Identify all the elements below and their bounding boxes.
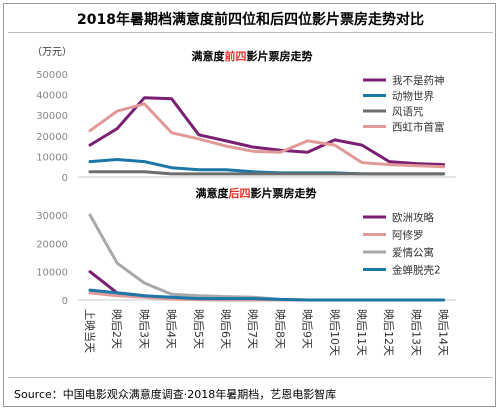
- x-tick-label: 映后7天: [246, 309, 259, 349]
- x-tick-label: 映后5天: [192, 309, 205, 349]
- x-tick-label: 映后10天: [328, 309, 341, 356]
- y-axis-unit-label: （万元）: [32, 46, 72, 58]
- x-tick-label: 映后11天: [355, 309, 368, 356]
- bottom-y-tick-label: 30000: [36, 211, 68, 222]
- bottom-y-tick-label: 0: [62, 296, 68, 307]
- top-legend-label: 西虹市首富: [392, 121, 445, 134]
- x-tick-label: 映后12天: [382, 309, 395, 356]
- x-tick-label: 映后14天: [437, 309, 450, 356]
- x-tick-label: 映后3天: [137, 309, 150, 349]
- x-tick-label: 映后9天: [301, 309, 314, 349]
- top-legend-label: 我不是药神: [392, 74, 445, 87]
- top-y-tick-label: 0: [62, 173, 68, 184]
- top-chart-plot: 50000 40000 30000 20000 10000 0 我不是药神动物世界风语咒西虹…: [36, 70, 456, 184]
- bottom-y-tick-label: 10000: [36, 268, 68, 279]
- bottom-legend-label: 爱情公寓: [392, 246, 434, 259]
- x-tick-label: 映后8天: [273, 309, 286, 349]
- footer-divider: [8, 377, 493, 378]
- source-note: Source：中国电影观众满意度调查·2018年暑期档，艺恩电影智库: [14, 388, 337, 401]
- top-y-tick-label: 10000: [36, 152, 68, 163]
- x-tick-label: 上映当天: [83, 309, 97, 353]
- top-legend-label: 动物世界: [392, 90, 434, 103]
- top-legend-label: 风语咒: [392, 106, 424, 118]
- bottom-legend-label: 金蝉脱壳2: [392, 264, 441, 277]
- bottom-series-line: [88, 288, 446, 302]
- x-tick-label: 映后13天: [409, 309, 422, 356]
- bottom-y-tick-label: 20000: [36, 239, 68, 250]
- bottom-legend-label: 欧洲攻略: [392, 211, 434, 224]
- x-tick-label: 映后6天: [219, 309, 232, 349]
- top-series-line: [88, 96, 446, 167]
- top-series-line: [88, 170, 446, 176]
- top-y-tick-label: 40000: [36, 91, 68, 102]
- x-tick-label: 映后4天: [165, 309, 178, 349]
- bottom-legend-label: 阿修罗: [392, 229, 424, 242]
- top-chart-title: 满意度前四影片票房走势: [192, 49, 313, 63]
- x-axis: 上映当天 映后2天 映后3天 映后4天 映后5天 映后6天 映后7天 映后8天 映后9天 映后10…: [83, 309, 450, 356]
- chart-frame: [3, 3, 496, 407]
- bottom-chart-title: 满意度后四影片票房走势: [196, 186, 317, 200]
- top-y-tick-label: 50000: [36, 70, 68, 81]
- x-tick-label: 映后2天: [110, 309, 123, 349]
- top-y-tick-label: 20000: [36, 132, 68, 143]
- page-title: 2018年暑期档满意度前四位和后四位影片票房走势对比: [77, 12, 424, 28]
- top-series-line: [88, 102, 446, 169]
- title-divider: [8, 32, 493, 33]
- top-y-tick-label: 30000: [36, 111, 68, 122]
- bottom-series-line: [88, 213, 446, 302]
